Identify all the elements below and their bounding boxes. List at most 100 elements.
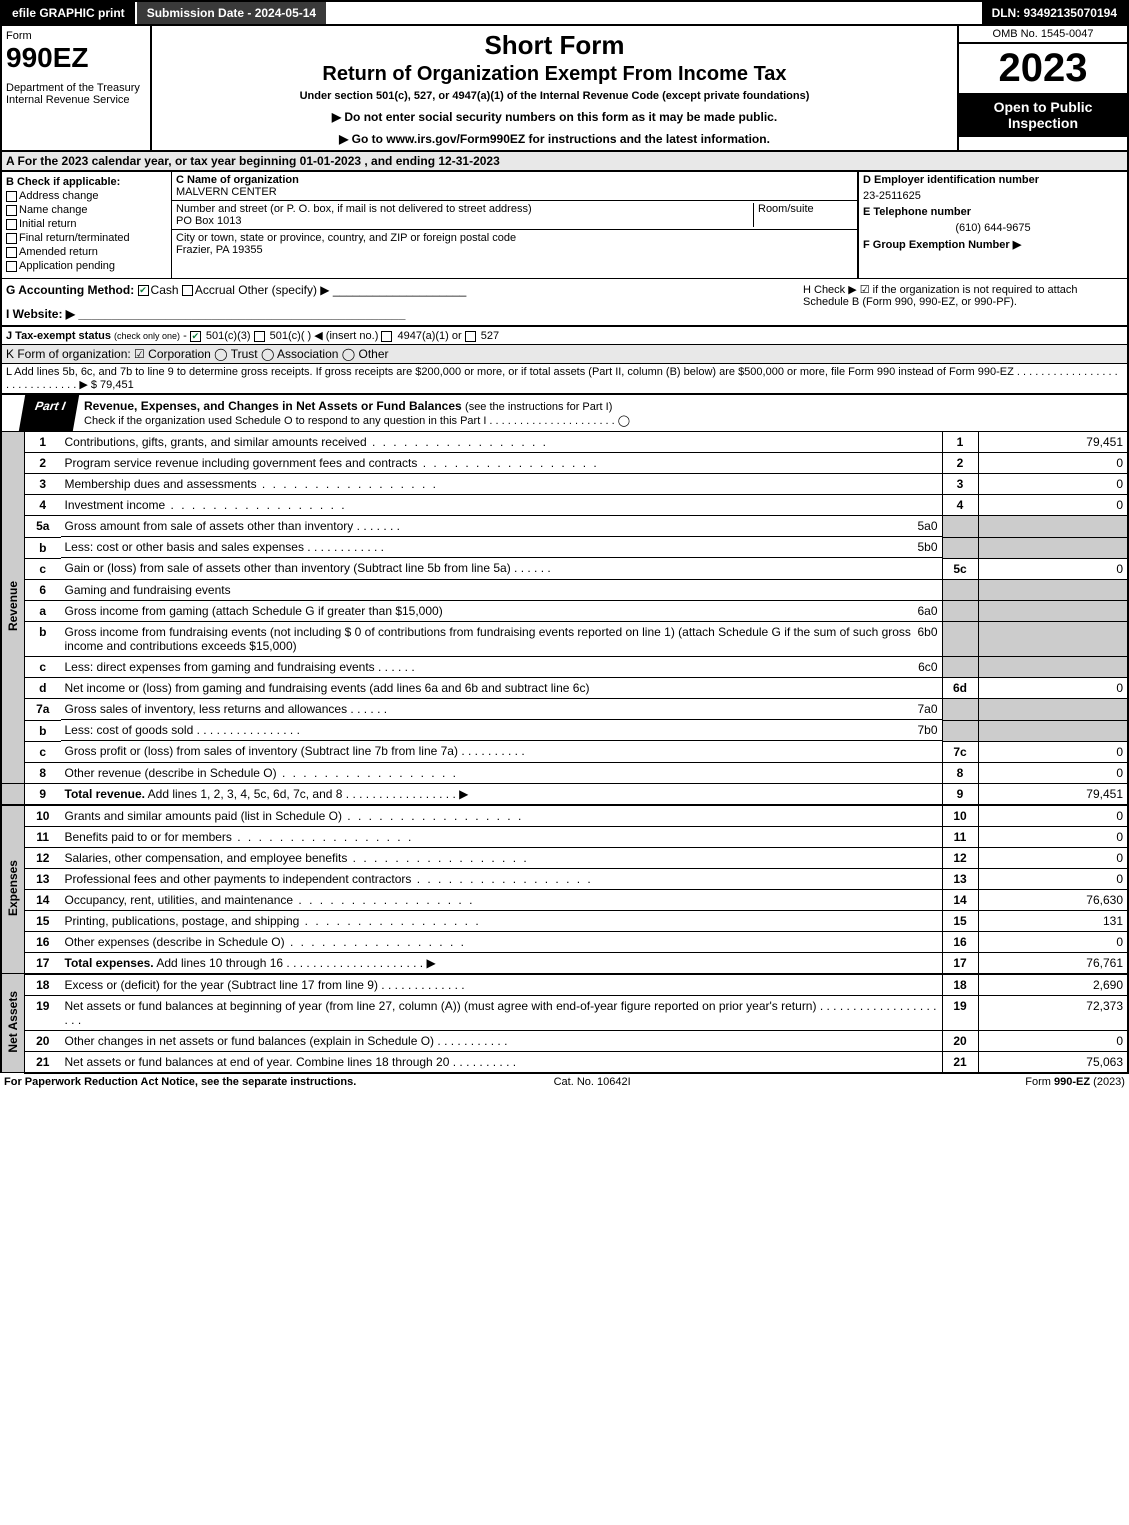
l9-val: 79,451	[978, 783, 1128, 805]
l10-val: 0	[978, 805, 1128, 827]
chk-527[interactable]	[465, 331, 476, 342]
l19-desc: Net assets or fund balances at beginning…	[65, 999, 817, 1013]
chk-name[interactable]	[6, 205, 17, 216]
l11-val: 0	[978, 826, 1128, 847]
l4-val: 0	[978, 495, 1128, 516]
title-return: Return of Organization Exempt From Incom…	[160, 63, 949, 86]
l18-desc: Excess or (deficit) for the year (Subtra…	[65, 978, 378, 992]
l5a-desc: Gross amount from sale of assets other t…	[65, 519, 354, 533]
lbl-name: Name change	[19, 204, 88, 216]
c-addr-lbl: Number and street (or P. O. box, if mail…	[176, 203, 532, 215]
footer-left: For Paperwork Reduction Act Notice, see …	[4, 1076, 356, 1088]
l6c-sub: 0	[931, 660, 938, 674]
org-address: PO Box 1013	[176, 215, 241, 227]
l6b-sub: 0	[931, 625, 938, 653]
l7c-val: 0	[978, 741, 1128, 762]
chk-amended[interactable]	[6, 247, 17, 258]
l4-desc: Investment income	[65, 498, 166, 512]
title-short-form: Short Form	[160, 30, 949, 61]
l5b-desc: Less: cost or other basis and sales expe…	[65, 540, 304, 554]
l9-desc: Add lines 1, 2, 3, 4, 5c, 6d, 7c, and 8	[148, 787, 343, 801]
l16-val: 0	[978, 931, 1128, 952]
l7a-sub: 0	[931, 702, 938, 716]
l14-val: 76,630	[978, 889, 1128, 910]
l13-val: 0	[978, 868, 1128, 889]
l13-desc: Professional fees and other payments to …	[65, 872, 412, 886]
col-b: B Check if applicable: Address change Na…	[2, 172, 172, 278]
header-center: Short Form Return of Organization Exempt…	[152, 26, 957, 150]
chk-501c[interactable]	[254, 331, 265, 342]
d-lbl: D Employer identification number	[863, 174, 1039, 186]
h-schedule-b: H Check ▶ ☑ if the organization is not r…	[803, 283, 1123, 321]
e-lbl: E Telephone number	[863, 206, 971, 218]
side-net: Net Assets	[6, 991, 20, 1053]
l6-desc: Gaming and fundraising events	[61, 579, 943, 600]
l14-desc: Occupancy, rent, utilities, and maintena…	[65, 893, 294, 907]
chk-pending[interactable]	[6, 261, 17, 272]
l1-desc: Contributions, gifts, grants, and simila…	[65, 435, 367, 449]
chk-501c3[interactable]	[190, 331, 201, 342]
row-a-tax-year: A For the 2023 calendar year, or tax yea…	[0, 152, 1129, 172]
lbl-accrual: Accrual	[195, 283, 235, 297]
i-website: I Website: ▶ ___________________________…	[6, 307, 803, 321]
org-city: Frazier, PA 19355	[176, 244, 263, 256]
section-bcdef: B Check if applicable: Address change Na…	[0, 172, 1129, 278]
dept-label: Department of the Treasury Internal Reve…	[6, 82, 146, 106]
lbl-other: Other (specify) ▶	[238, 283, 329, 297]
l20-desc: Other changes in net assets or fund bala…	[65, 1034, 435, 1048]
lbl-initial: Initial return	[19, 218, 76, 230]
l16-desc: Other expenses (describe in Schedule O)	[65, 935, 285, 949]
org-name: MALVERN CENTER	[176, 186, 277, 198]
l10-desc: Grants and similar amounts paid (list in…	[65, 809, 342, 823]
chk-cash[interactable]	[138, 285, 149, 296]
l19-val: 72,373	[978, 995, 1128, 1030]
room-lbl: Room/suite	[758, 203, 814, 215]
l1-val: 79,451	[978, 432, 1128, 453]
l8-val: 0	[978, 762, 1128, 783]
note-ssn: ▶ Do not enter social security numbers o…	[160, 110, 949, 124]
ein: 23-2511625	[859, 188, 1127, 204]
row-j: J Tax-exempt status (check only one) - 5…	[0, 327, 1129, 345]
lbl-pending: Application pending	[19, 260, 115, 272]
open-public: Open to Public Inspection	[959, 93, 1127, 137]
row-ghi: G Accounting Method: Cash Accrual Other …	[0, 278, 1129, 327]
l20-val: 0	[978, 1030, 1128, 1051]
footer: For Paperwork Reduction Act Notice, see …	[0, 1074, 1129, 1090]
dln: DLN: 93492135070194	[982, 2, 1127, 24]
l15-desc: Printing, publications, postage, and shi…	[65, 914, 300, 928]
part1-tag: Part I	[19, 395, 79, 431]
efile-print-button[interactable]: efile GRAPHIC print	[2, 2, 137, 24]
side-expenses: Expenses	[6, 860, 20, 916]
form-label: Form	[6, 30, 146, 42]
chk-4947[interactable]	[381, 331, 392, 342]
col-def: D Employer identification number 23-2511…	[857, 172, 1127, 278]
part1-title: Revenue, Expenses, and Changes in Net As…	[84, 399, 462, 413]
l5a-sub: 0	[931, 519, 938, 533]
l5b-sub: 0	[931, 540, 938, 554]
l2-val: 0	[978, 453, 1128, 474]
b-title: B Check if applicable:	[6, 176, 167, 188]
l12-val: 0	[978, 847, 1128, 868]
part1-sub: (see the instructions for Part I)	[465, 401, 612, 413]
l6c-desc: Less: direct expenses from gaming and fu…	[65, 660, 375, 674]
l7b-sub: 0	[931, 723, 938, 737]
l8-desc: Other revenue (describe in Schedule O)	[65, 766, 277, 780]
l5c-val: 0	[978, 558, 1128, 579]
l6b-desc: Gross income from fundraising events (no…	[65, 625, 918, 653]
row-l: L Add lines 5b, 6c, and 7b to line 9 to …	[0, 364, 1129, 395]
l2-desc: Program service revenue including govern…	[65, 456, 418, 470]
chk-final[interactable]	[6, 233, 17, 244]
l5c-desc: Gain or (loss) from sale of assets other…	[65, 561, 511, 575]
chk-initial[interactable]	[6, 219, 17, 230]
footer-cat: Cat. No. 10642I	[554, 1076, 631, 1088]
c-city-lbl: City or town, state or province, country…	[176, 232, 516, 244]
l3-val: 0	[978, 474, 1128, 495]
l21-desc: Net assets or fund balances at end of ye…	[65, 1055, 450, 1069]
header-left: Form 990EZ Department of the Treasury In…	[2, 26, 152, 150]
col-c: C Name of organization MALVERN CENTER Nu…	[172, 172, 857, 278]
chk-accrual[interactable]	[182, 285, 193, 296]
l21-val: 75,063	[978, 1051, 1128, 1073]
lbl-cash: Cash	[151, 283, 179, 297]
chk-address[interactable]	[6, 191, 17, 202]
l6d-desc: Net income or (loss) from gaming and fun…	[61, 678, 943, 699]
